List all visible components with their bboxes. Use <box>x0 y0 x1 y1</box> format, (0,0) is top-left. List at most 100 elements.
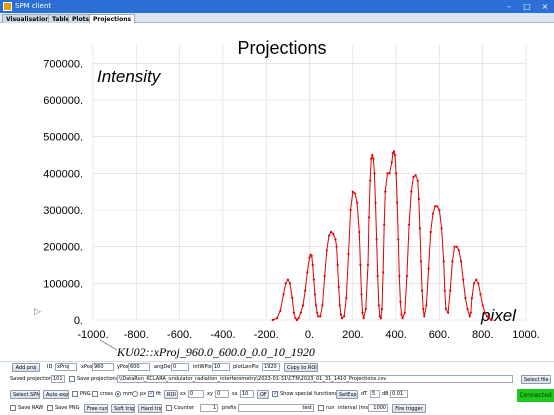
x-axis-label: pixel <box>480 306 517 325</box>
data-point <box>464 296 467 300</box>
hard-trig-button[interactable]: Hard trig <box>138 404 162 413</box>
data-point <box>311 263 314 267</box>
free-run-button[interactable]: Free run <box>84 404 108 413</box>
cross-checkbox[interactable] <box>92 391 98 397</box>
fire-trigger-button[interactable]: Fire trigger <box>392 404 426 413</box>
x-tick-label: 200. <box>342 329 363 341</box>
set-exp-button[interactable]: SetExp <box>336 390 358 399</box>
maximize-button[interactable]: □ <box>523 2 531 11</box>
data-point <box>366 263 370 267</box>
data-point <box>284 282 287 285</box>
ypos-label: yPos <box>117 364 129 370</box>
mm-radio[interactable] <box>115 391 121 397</box>
saved-projections-label: Saved projections <box>10 376 55 382</box>
projections-file-path[interactable]: \\DataRun_KCLARA_undulator_radiation_int… <box>117 375 513 383</box>
xpos-field[interactable]: 960 <box>92 363 114 371</box>
prefix-label: prefix <box>222 405 237 411</box>
y-tick-label: 100000. <box>43 278 83 290</box>
ypos-field[interactable]: 600 <box>128 363 150 371</box>
save-png-checkbox[interactable] <box>47 405 53 411</box>
data-point <box>371 153 374 157</box>
data-point <box>451 260 454 263</box>
data-point <box>388 172 391 175</box>
xx-label: xx <box>180 391 186 397</box>
data-point <box>282 293 285 296</box>
data-point <box>417 197 420 201</box>
roi-button[interactable]: ROI <box>164 390 178 399</box>
add-proj-button[interactable]: Add proj <box>12 363 40 372</box>
minimize-button[interactable]: – <box>507 2 511 11</box>
show-special-checkbox[interactable] <box>272 390 278 397</box>
save-projections-checkbox[interactable] <box>69 376 75 382</box>
tab-bar: Visualisation Table Plots Projections <box>0 13 554 23</box>
auto-exp-button[interactable]: Auto exp <box>43 390 69 399</box>
data-point <box>279 309 282 312</box>
data-point <box>369 179 372 182</box>
soft-trig-button[interactable]: Soft trig <box>111 404 135 413</box>
data-point <box>360 293 363 296</box>
intwpix-field[interactable]: 10 <box>212 363 230 371</box>
fit-checkbox[interactable] <box>148 390 154 397</box>
data-point <box>475 278 478 281</box>
x-tick-label: -800. <box>124 329 149 341</box>
counter-label: Counter <box>174 405 194 411</box>
data-point <box>427 267 430 270</box>
data-point <box>275 317 279 320</box>
data-point <box>442 260 445 263</box>
copy-to-roi-button[interactable]: Copy to ROI <box>284 363 318 372</box>
data-point <box>317 315 320 318</box>
interval-field[interactable]: 1000 <box>368 404 388 412</box>
data-point <box>359 263 362 267</box>
counter-field[interactable]: 1 <box>200 404 218 412</box>
tab-projections[interactable]: Projections <box>89 14 136 23</box>
series-line <box>272 149 492 321</box>
data-point <box>313 293 317 296</box>
data-point <box>425 304 428 307</box>
xy-field[interactable]: 0 <box>215 390 229 398</box>
data-point <box>315 311 319 314</box>
of-button[interactable]: OF <box>257 390 269 399</box>
data-point <box>337 285 340 289</box>
projection-plot-panel: 0. 100000. 200000. 300000. 400000. 500000. 600… <box>0 23 554 360</box>
series-points <box>271 150 493 322</box>
data-point <box>468 315 471 318</box>
png-checkbox[interactable] <box>72 391 78 397</box>
data-point <box>396 201 399 204</box>
dt-field[interactable]: 5 <box>370 390 380 398</box>
tab-visualisation[interactable]: Visualisation <box>2 14 54 23</box>
data-point <box>420 289 424 292</box>
data-point <box>390 161 393 164</box>
x-tick-label: -200. <box>254 329 279 341</box>
px-radio[interactable] <box>132 391 138 397</box>
counter-checkbox[interactable] <box>166 405 172 411</box>
data-point <box>490 318 493 322</box>
plotlenpix-field[interactable]: 1920 <box>262 363 280 371</box>
data-point <box>295 318 299 322</box>
select-spms-button[interactable]: Select SPMs <box>10 390 40 399</box>
select-file-button[interactable]: Select file <box>521 375 551 384</box>
data-point <box>327 234 331 237</box>
data-point <box>347 252 350 256</box>
close-button[interactable]: × <box>541 2 549 11</box>
sx-field[interactable]: 10 <box>240 390 254 398</box>
data-point <box>340 317 344 320</box>
data-point <box>444 307 447 311</box>
save-projections-label: Save projections <box>77 376 119 382</box>
angdeg-field[interactable]: 0 <box>171 363 189 371</box>
db-field[interactable]: 0.01 <box>390 390 408 398</box>
data-point <box>386 172 389 175</box>
xx-field[interactable]: 0 <box>188 390 204 398</box>
data-point <box>339 313 342 316</box>
projection-chart: 0. 100000. 200000. 300000. 400000. 500000. 600… <box>43 38 540 359</box>
sx-label: sx <box>232 391 238 397</box>
run-checkbox[interactable] <box>318 405 324 411</box>
window-title: SPM client <box>15 2 52 10</box>
data-point <box>436 205 439 208</box>
data-point <box>332 232 335 235</box>
connection-status: Connected <box>517 389 554 402</box>
id-field[interactable]: xProj <box>55 363 77 371</box>
data-point <box>376 274 379 278</box>
save-raw-checkbox[interactable] <box>10 405 16 411</box>
prefix-field[interactable]: test <box>238 404 314 412</box>
data-point <box>384 190 387 193</box>
